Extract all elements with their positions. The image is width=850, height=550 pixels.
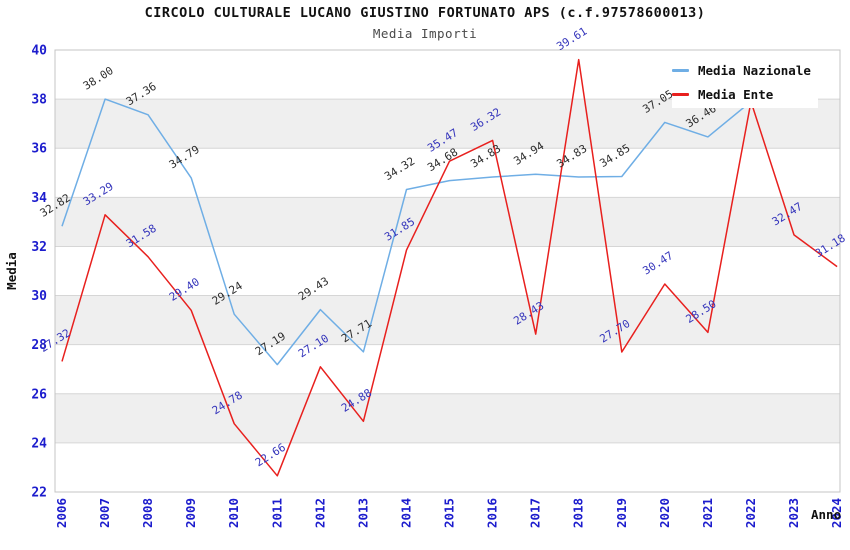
svg-text:28: 28 <box>31 338 47 353</box>
svg-text:38: 38 <box>31 93 47 108</box>
svg-text:2024: 2024 <box>829 498 844 528</box>
svg-text:2011: 2011 <box>269 498 284 528</box>
svg-text:2014: 2014 <box>398 498 413 528</box>
svg-text:34.32: 34.32 <box>382 154 417 183</box>
svg-text:2023: 2023 <box>786 498 801 528</box>
svg-text:34: 34 <box>31 191 47 206</box>
legend-item-media-ente: Media Ente <box>672 87 818 102</box>
svg-text:36: 36 <box>31 142 47 157</box>
svg-text:2006: 2006 <box>54 498 69 528</box>
svg-text:30: 30 <box>31 289 47 304</box>
svg-text:32: 32 <box>31 240 47 255</box>
line-marker-icon <box>672 68 689 72</box>
svg-text:2012: 2012 <box>312 498 327 528</box>
svg-text:22.66: 22.66 <box>253 441 288 470</box>
svg-text:2007: 2007 <box>97 498 112 528</box>
svg-text:2009: 2009 <box>183 498 198 528</box>
svg-text:2022: 2022 <box>743 498 758 528</box>
legend-item-media-nazionale: Media Nazionale <box>672 63 818 78</box>
svg-text:Anno: Anno <box>811 507 841 522</box>
svg-text:2021: 2021 <box>700 498 715 528</box>
legend: Media Nazionale Media Ente <box>672 56 818 108</box>
svg-text:2017: 2017 <box>528 498 543 528</box>
svg-text:2010: 2010 <box>226 498 241 528</box>
svg-text:22: 22 <box>31 486 47 501</box>
svg-text:30.47: 30.47 <box>641 249 676 278</box>
svg-text:Media: Media <box>4 252 19 290</box>
legend-label: Media Ente <box>698 86 774 102</box>
svg-text:40: 40 <box>31 44 47 59</box>
svg-text:24: 24 <box>31 436 47 451</box>
svg-text:2008: 2008 <box>140 498 155 528</box>
line-marker-icon <box>672 92 689 96</box>
svg-text:2013: 2013 <box>355 498 370 528</box>
svg-text:26: 26 <box>31 387 47 402</box>
svg-text:2018: 2018 <box>571 498 586 528</box>
svg-text:2015: 2015 <box>442 498 457 528</box>
svg-text:2016: 2016 <box>485 498 500 528</box>
svg-text:2020: 2020 <box>657 498 672 528</box>
chart-subtitle: Media Importi <box>372 26 478 41</box>
svg-text:38.00: 38.00 <box>81 64 116 93</box>
chart-title: CIRCOLO CULTURALE LUCANO GIUSTINO FORTUN… <box>144 5 706 21</box>
svg-text:2019: 2019 <box>614 498 629 528</box>
legend-label: Media Nazionale <box>698 62 811 78</box>
